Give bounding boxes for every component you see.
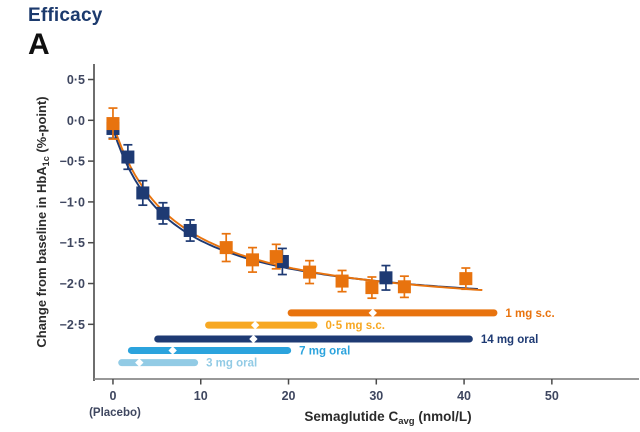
dose-bar-0-5-mg-s-c- bbox=[205, 321, 318, 329]
data-point bbox=[246, 253, 260, 267]
dose-bar-3-mg-oral bbox=[118, 359, 199, 367]
dose-bar-label: 3 mg oral bbox=[206, 358, 257, 370]
data-point bbox=[397, 280, 411, 294]
data-point bbox=[156, 206, 170, 220]
dose-bar-label: 14 mg oral bbox=[481, 334, 539, 346]
data-point bbox=[459, 272, 473, 286]
x-tick-label: 20 bbox=[282, 389, 296, 403]
data-point bbox=[303, 265, 317, 279]
dose-bar-7-mg-oral bbox=[127, 346, 292, 354]
dose-bar-label: 7 mg oral bbox=[299, 345, 350, 357]
placebo-note: (Placebo) bbox=[89, 407, 141, 419]
x-axis-title: Semaglutide Cavg (nmol/L) bbox=[304, 409, 471, 427]
dose-bar-label: 1 mg s.c. bbox=[505, 308, 554, 320]
panel-label: A bbox=[28, 28, 50, 61]
data-point bbox=[121, 150, 135, 164]
section-title: Efficacy bbox=[28, 5, 103, 26]
fit-curve bbox=[112, 122, 483, 291]
dose-bar-14-mg-oral bbox=[154, 335, 473, 343]
y-tick-label: −2·5 bbox=[60, 318, 85, 332]
x-tick-label: 0 bbox=[109, 389, 116, 403]
median-diamond bbox=[368, 308, 377, 318]
y-tick-label: 0·5 bbox=[67, 73, 85, 87]
median-diamond bbox=[249, 334, 258, 344]
y-axis-title: Change from baseline in HbA1c (%-point) bbox=[34, 96, 51, 347]
data-point bbox=[136, 186, 150, 200]
x-tick-label: 50 bbox=[545, 389, 559, 403]
x-tick-label: 30 bbox=[369, 389, 383, 403]
data-point bbox=[379, 271, 393, 285]
median-diamond bbox=[250, 320, 260, 330]
x-tick-label: 40 bbox=[457, 389, 471, 403]
median-diamond bbox=[168, 346, 177, 355]
median-diamond bbox=[135, 358, 144, 367]
data-point bbox=[365, 281, 379, 295]
dose-bar-1-mg-s-c- bbox=[287, 309, 498, 317]
y-tick-label: −2·0 bbox=[60, 277, 85, 291]
data-point bbox=[219, 241, 233, 255]
y-tick-label: −0·5 bbox=[60, 155, 85, 169]
data-point bbox=[335, 274, 349, 288]
y-tick-label: −1·0 bbox=[60, 195, 85, 209]
dose-bar-label: 0·5 mg s.c. bbox=[325, 320, 384, 332]
data-point bbox=[269, 250, 283, 264]
data-point bbox=[106, 117, 120, 131]
data-point bbox=[183, 223, 197, 237]
y-tick-label: −1·5 bbox=[60, 236, 85, 250]
y-tick-label: 0·0 bbox=[67, 114, 85, 128]
x-tick-label: 10 bbox=[194, 389, 208, 403]
